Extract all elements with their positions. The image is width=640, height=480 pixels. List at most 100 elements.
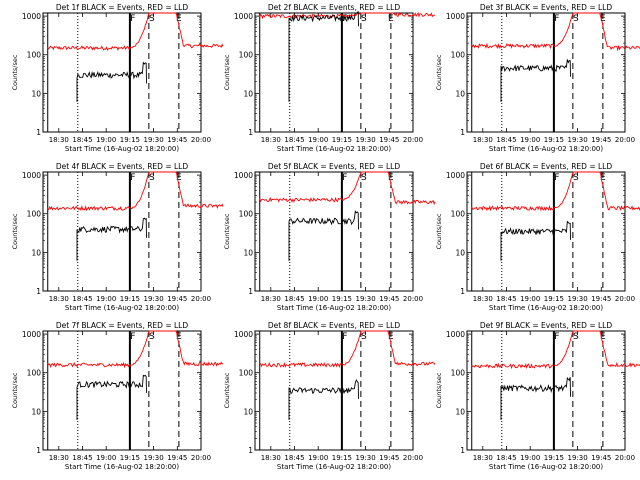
x-tick-label: 19:15 xyxy=(332,295,352,303)
series-events-line xyxy=(288,379,359,420)
y-tick-label: 100 xyxy=(239,369,254,378)
series-events-line xyxy=(76,61,147,102)
y-tick-label: 10 xyxy=(31,248,41,257)
x-axis-label: Start Time (16-Aug-02 18:20:00) xyxy=(489,304,603,312)
x-tick-label: 19:30 xyxy=(144,136,164,144)
x-tick-label: 19:00 xyxy=(520,295,540,303)
y-tick-label: 1000 xyxy=(446,12,465,21)
x-tick-label: 18:30 xyxy=(473,295,493,303)
x-tick-label: 18:30 xyxy=(261,136,281,144)
marker-E: E xyxy=(600,332,606,342)
y-tick-label: 1 xyxy=(248,128,253,137)
series-lld-line xyxy=(47,12,224,51)
panel-7: Det 7f BLACK = Events, RED = LLD 1 10 100 10… xyxy=(11,321,224,471)
x-tick-label: 18:30 xyxy=(49,295,69,303)
x-tick-label: 19:00 xyxy=(308,136,328,144)
chart-title: Det 7f BLACK = Events, RED = LLD xyxy=(56,321,189,330)
panel-8: Det 8f BLACK = Events, RED = LLD 1 10 100 10… xyxy=(223,321,436,471)
x-tick-label: 19:00 xyxy=(308,454,328,462)
plot-frame xyxy=(42,330,202,451)
x-tick-label: 19:45 xyxy=(591,454,611,462)
x-axis-label: Start Time (16-Aug-02 18:20:00) xyxy=(489,463,603,471)
y-tick-label: 1000 xyxy=(446,330,465,339)
plot-frame xyxy=(254,330,414,451)
marker-S: S xyxy=(573,173,579,183)
y-tick-label: 10 xyxy=(455,248,465,257)
x-tick-label: 19:15 xyxy=(544,136,564,144)
x-tick-label: 19:15 xyxy=(544,295,564,303)
x-tick-label: 19:45 xyxy=(379,454,399,462)
chart-title: Det 2f BLACK = Events, RED = LLD xyxy=(268,3,401,12)
x-axis-label: Start Time (16-Aug-02 18:20:00) xyxy=(277,304,391,312)
y-tick-label: 1 xyxy=(248,287,253,296)
marker-S: S xyxy=(149,173,155,183)
x-tick-label: 19:30 xyxy=(356,454,376,462)
x-tick-label: 19:15 xyxy=(120,454,140,462)
x-tick-label: 18:30 xyxy=(473,136,493,144)
y-tick-label: 1 xyxy=(248,446,253,455)
x-tick-label: 18:30 xyxy=(49,454,69,462)
x-tick-label: 20:00 xyxy=(403,295,423,303)
x-tick-label: 18:45 xyxy=(284,295,304,303)
plot-frame xyxy=(466,12,626,133)
y-axis-label: Counts/sec xyxy=(11,54,19,90)
x-tick-label: 19:30 xyxy=(144,454,164,462)
y-axis-label: Counts/sec xyxy=(11,213,19,249)
x-tick-label: 19:45 xyxy=(591,295,611,303)
x-tick-label: 19:15 xyxy=(332,136,352,144)
x-tick-label: 18:45 xyxy=(496,454,516,462)
x-tick-label: 19:30 xyxy=(568,454,588,462)
y-tick-label: 100 xyxy=(239,51,254,60)
y-tick-label: 10 xyxy=(31,407,41,416)
plot-frame xyxy=(42,12,202,133)
x-tick-label: 19:00 xyxy=(520,136,540,144)
x-tick-label: 18:45 xyxy=(284,136,304,144)
y-tick-label: 100 xyxy=(239,210,254,219)
y-tick-label: 1 xyxy=(36,128,41,137)
series-lld-line xyxy=(47,171,224,212)
panel-3: Det 3f BLACK = Events, RED = LLD 1 10 100 10… xyxy=(435,3,640,153)
marker-E: E xyxy=(176,332,182,342)
x-axis-label: Start Time (16-Aug-02 18:20:00) xyxy=(489,145,603,153)
x-tick-label: 18:45 xyxy=(496,136,516,144)
x-tick-label: 18:45 xyxy=(72,136,92,144)
panel-1: Det 1f BLACK = Events, RED = LLD 1 10 100 10… xyxy=(11,3,224,153)
y-tick-label: 1000 xyxy=(234,12,253,21)
y-tick-label: 100 xyxy=(451,51,466,60)
x-tick-label: 20:00 xyxy=(191,295,211,303)
marker-E: E xyxy=(176,14,182,24)
x-tick-label: 19:30 xyxy=(144,295,164,303)
marker-F: F xyxy=(130,14,135,24)
series-lld-line xyxy=(471,330,640,370)
marker-E: E xyxy=(388,332,394,342)
y-tick-label: 1 xyxy=(460,128,465,137)
x-tick-label: 18:30 xyxy=(473,454,493,462)
panel-4: Det 4f BLACK = Events, RED = LLD 1 10 100 10… xyxy=(11,162,224,312)
series-events-line xyxy=(500,220,571,261)
y-tick-label: 1000 xyxy=(22,171,41,180)
x-tick-label: 19:45 xyxy=(167,295,187,303)
series-lld-line xyxy=(471,171,640,212)
x-tick-label: 19:30 xyxy=(356,136,376,144)
chart-title: Det 3f BLACK = Events, RED = LLD xyxy=(480,3,613,12)
x-tick-label: 20:00 xyxy=(615,454,635,462)
x-tick-label: 18:45 xyxy=(284,454,304,462)
y-tick-label: 1000 xyxy=(22,12,41,21)
marker-S: S xyxy=(573,14,579,24)
marker-E: E xyxy=(388,173,394,183)
series-events-line xyxy=(500,376,571,420)
series-lld-line xyxy=(259,330,436,368)
marker-E: E xyxy=(600,173,606,183)
x-tick-label: 19:15 xyxy=(332,454,352,462)
marker-F: F xyxy=(554,14,559,24)
x-tick-label: 18:45 xyxy=(496,295,516,303)
x-tick-label: 18:30 xyxy=(49,136,69,144)
x-tick-label: 19:00 xyxy=(520,454,540,462)
x-tick-label: 20:00 xyxy=(403,136,423,144)
y-tick-label: 1000 xyxy=(234,330,253,339)
chart-title: Det 8f BLACK = Events, RED = LLD xyxy=(268,321,401,330)
marker-F: F xyxy=(554,173,559,183)
x-tick-label: 19:00 xyxy=(96,454,116,462)
chart-title: Det 9f BLACK = Events, RED = LLD xyxy=(480,321,613,330)
